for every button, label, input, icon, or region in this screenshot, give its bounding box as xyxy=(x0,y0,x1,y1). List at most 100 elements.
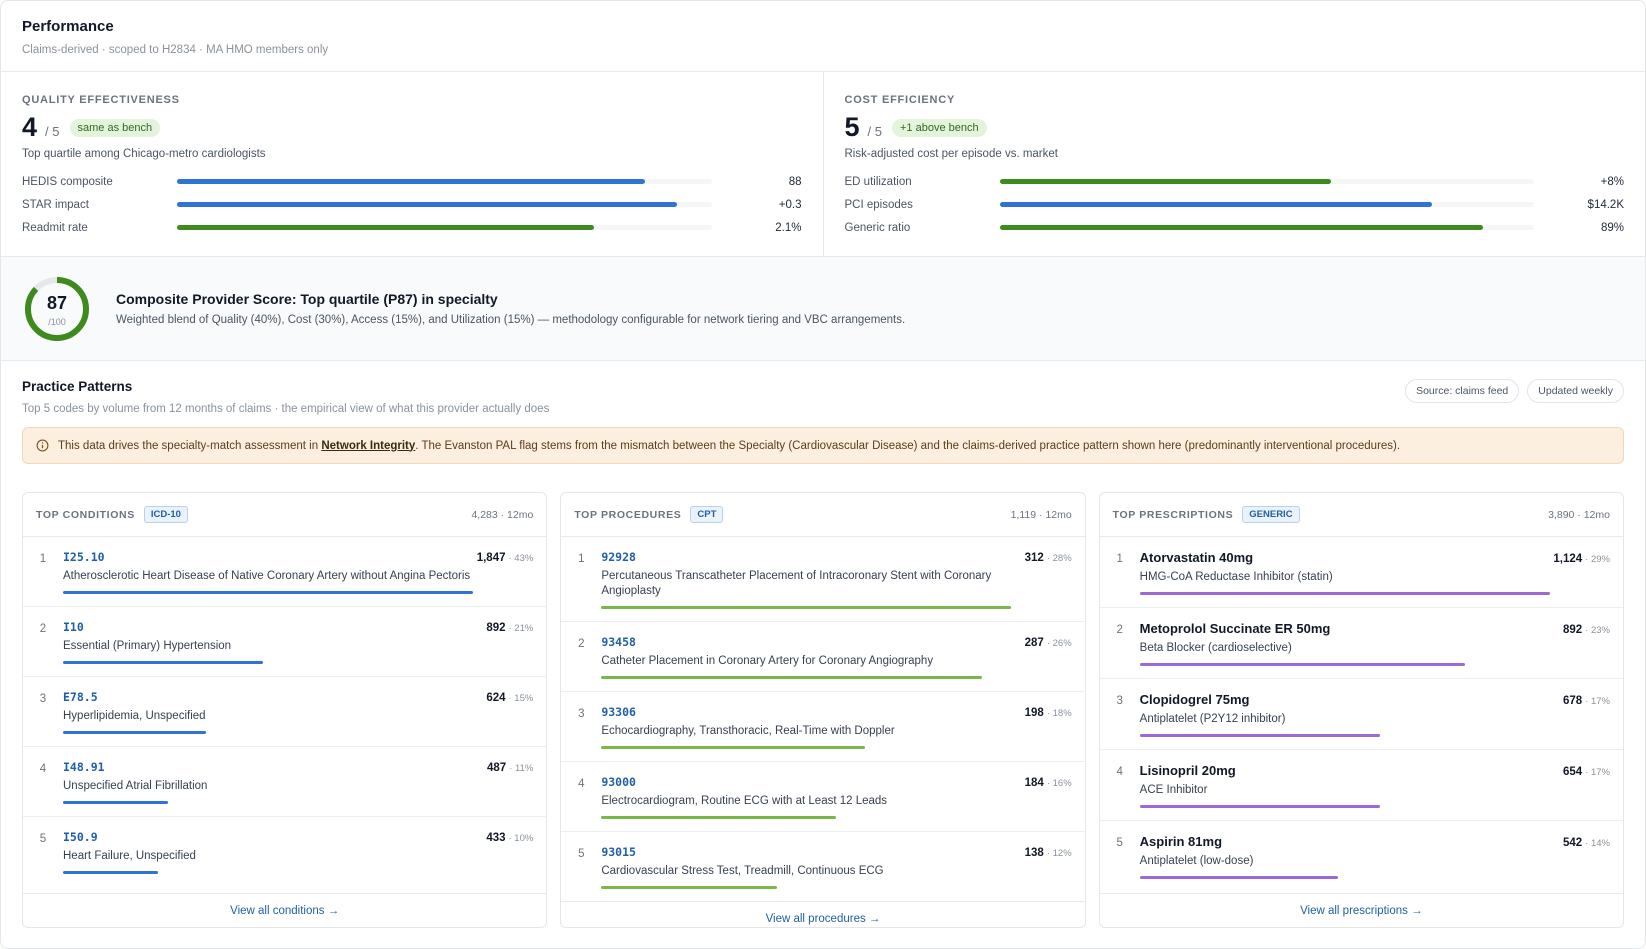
item-top: Aspirin 81mg 542 · 14% xyxy=(1140,834,1610,849)
metric-row: PCI episodes $14.2K xyxy=(845,193,1625,216)
item-code: 93458 xyxy=(601,635,636,649)
item-share: · 28% xyxy=(1046,553,1072,564)
metric-track xyxy=(177,225,712,230)
item-share: · 29% xyxy=(1585,554,1610,565)
scorecard: COST EFFICIENCY 5 / 5 +1 above bench Risk-ad… xyxy=(822,72,1646,256)
item-name: Metoprolol Succinate ER 50mg xyxy=(1139,621,1331,636)
metric-name: HEDIS composite xyxy=(22,175,113,188)
item-description: Beta Blocker (cardioselective) xyxy=(1139,642,1292,654)
item-description: Hyperlipidemia, Unspecified xyxy=(63,710,206,722)
item-body: I10 892 · 21% Essential (Primary) Hypertens… xyxy=(63,620,533,664)
column-header: TOP PRESCRIPTIONS GENERIC 3,890 · 12mo xyxy=(1099,493,1623,537)
item-body: 93458 287 · 26% Catheter Placement in Coron… xyxy=(601,635,1072,679)
item-top: 93458 287 · 26% xyxy=(601,635,1071,649)
item-code: 93306 xyxy=(601,705,636,719)
metric-bar xyxy=(177,179,645,184)
metric-bar xyxy=(999,225,1484,230)
bench-badge: same as bench xyxy=(69,119,161,137)
metric-row: Generic ratio 89% xyxy=(845,216,1625,239)
item-name: Clopidogrel 75mg xyxy=(1139,692,1250,707)
item-top: I48.91 487 · 11% xyxy=(63,760,533,774)
bench-badge: +1 above bench xyxy=(892,119,987,137)
item-body: I50.9 433 · 10% Heart Failure, Unspecified xyxy=(63,830,533,874)
item-count: 287 · 26% xyxy=(1024,637,1072,649)
pattern-item: 5 Aspirin 81mg 542 · 14% Antiplatelet (low-d… xyxy=(1100,821,1623,891)
item-body: Lisinopril 20mg 654 · 17% ACE Inhibitor xyxy=(1139,763,1610,808)
source-tag: Updated weekly xyxy=(1527,379,1624,403)
item-top: 93015 138 · 12% xyxy=(601,845,1071,859)
item-description: Unspecified Atrial Fibrillation xyxy=(63,780,208,792)
view-all-link[interactable]: View all prescriptions → xyxy=(1300,904,1423,917)
practice-tags: Source: claims feed Updated weekly xyxy=(1405,379,1624,403)
item-rank: 4 xyxy=(39,763,47,775)
item-rank: 1 xyxy=(578,553,585,565)
pattern-item: 1 92928 312 · 28% Percutaneous Transcatheter… xyxy=(561,537,1085,622)
gauge-scale: /100 xyxy=(48,316,66,327)
metric-name: Readmit rate xyxy=(22,221,88,234)
share-bar xyxy=(1139,805,1380,808)
pattern-column: TOP PROCEDURES CPT 1,119 · 12mo 1 92928 312 · … xyxy=(560,492,1086,928)
column-title: TOP PRESCRIPTIONS xyxy=(1112,508,1234,521)
item-code: 93000 xyxy=(601,775,636,789)
view-all-link[interactable]: View all procedures → xyxy=(765,912,881,925)
share-bar xyxy=(1139,592,1550,595)
score-row: 5 / 5 +1 above bench xyxy=(845,112,1625,144)
pattern-item: 2 Metoprolol Succinate ER 50mg 892 · 23% Bet… xyxy=(1099,608,1623,679)
metric-row: STAR impact +0.3 xyxy=(22,193,802,216)
source-tag: Source: claims feed xyxy=(1405,379,1520,403)
network-integrity-link[interactable]: Network Integrity xyxy=(321,439,416,452)
view-all-link[interactable]: View all conditions → xyxy=(230,904,340,917)
column-footer: View all prescriptions → xyxy=(1099,893,1623,927)
item-description: Catheter Placement in Coronary Artery fo… xyxy=(601,655,934,667)
item-top: Atorvastatin 40mg 1,124 · 29% xyxy=(1140,550,1610,565)
item-list: 1 92928 312 · 28% Percutaneous Transcatheter… xyxy=(561,537,1085,901)
pattern-item: 2 93458 287 · 26% Catheter Placement in Coro… xyxy=(561,622,1085,692)
item-count: 184 · 16% xyxy=(1024,777,1072,789)
practice-patterns: Practice Patterns Top 5 codes by volume f… xyxy=(1,361,1645,928)
item-count: 542 · 14% xyxy=(1562,837,1610,849)
page-subtitle: Claims-derived · scoped to H2834 · MA HM… xyxy=(22,44,329,56)
item-share: · 15% xyxy=(508,693,534,704)
pattern-item: 5 93015 138 · 12% Cardiovascular Stress Test… xyxy=(561,832,1084,901)
item-code: E78.5 xyxy=(63,690,98,704)
column-total: 1,119 · 12mo xyxy=(1010,508,1072,521)
pattern-item: 3 93306 198 · 18% Echocardiography, Transtho… xyxy=(561,692,1085,762)
score-gauge: 87/100 xyxy=(22,274,92,344)
metric-bar xyxy=(177,202,677,207)
composite-title: Composite Provider Score: Top quartile (… xyxy=(116,291,498,307)
practice-subtitle: Top 5 codes by volume from 12 months of … xyxy=(22,403,550,415)
item-count: 433 · 10% xyxy=(486,832,534,844)
item-count: 1,124 · 29% xyxy=(1553,553,1610,565)
scorecard-label: COST EFFICIENCY xyxy=(844,94,956,106)
item-top: Clopidogrel 75mg 678 · 17% xyxy=(1140,692,1610,707)
scorecard-description: Top quartile among Chicago-metro cardiol… xyxy=(22,148,266,160)
item-share: · 11% xyxy=(509,763,534,774)
item-code: I25.10 xyxy=(63,550,105,564)
item-rank: 1 xyxy=(39,553,47,565)
share-bar xyxy=(63,801,168,804)
item-description: ACE Inhibitor xyxy=(1139,784,1208,796)
item-list: 1 I25.10 1,847 · 43% Atherosclerotic Heart D… xyxy=(23,537,547,893)
item-count: 892 · 21% xyxy=(486,622,534,634)
metric-row: Readmit rate 2.1% xyxy=(22,216,802,239)
item-body: 92928 312 · 28% Percutaneous Transcatheter … xyxy=(601,550,1072,609)
item-code: I48.91 xyxy=(63,760,105,774)
notice-after: . The Evanston PAL flag stems from the m… xyxy=(415,439,1401,452)
column-footer: View all conditions → xyxy=(23,893,547,927)
notice-before: This data drives the specialty-match ass… xyxy=(58,439,322,452)
item-share: · 16% xyxy=(1046,778,1072,789)
metric-track xyxy=(999,202,1534,207)
item-description: Electrocardiogram, Routine ECG with at L… xyxy=(601,795,888,807)
item-code: I50.9 xyxy=(63,830,98,844)
practice-heading: Practice Patterns Top 5 codes by volume f… xyxy=(22,379,549,415)
metric-value: 88 xyxy=(788,175,802,188)
metric-track xyxy=(177,179,712,184)
item-share: · 23% xyxy=(1585,625,1610,636)
item-count: 678 · 17% xyxy=(1562,695,1610,707)
item-rank: 2 xyxy=(578,638,585,650)
item-rank: 5 xyxy=(578,848,585,860)
code-system-tag: ICD-10 xyxy=(143,506,188,523)
metric-track xyxy=(999,225,1534,230)
share-bar xyxy=(601,606,1012,609)
score: 4 xyxy=(22,112,38,142)
